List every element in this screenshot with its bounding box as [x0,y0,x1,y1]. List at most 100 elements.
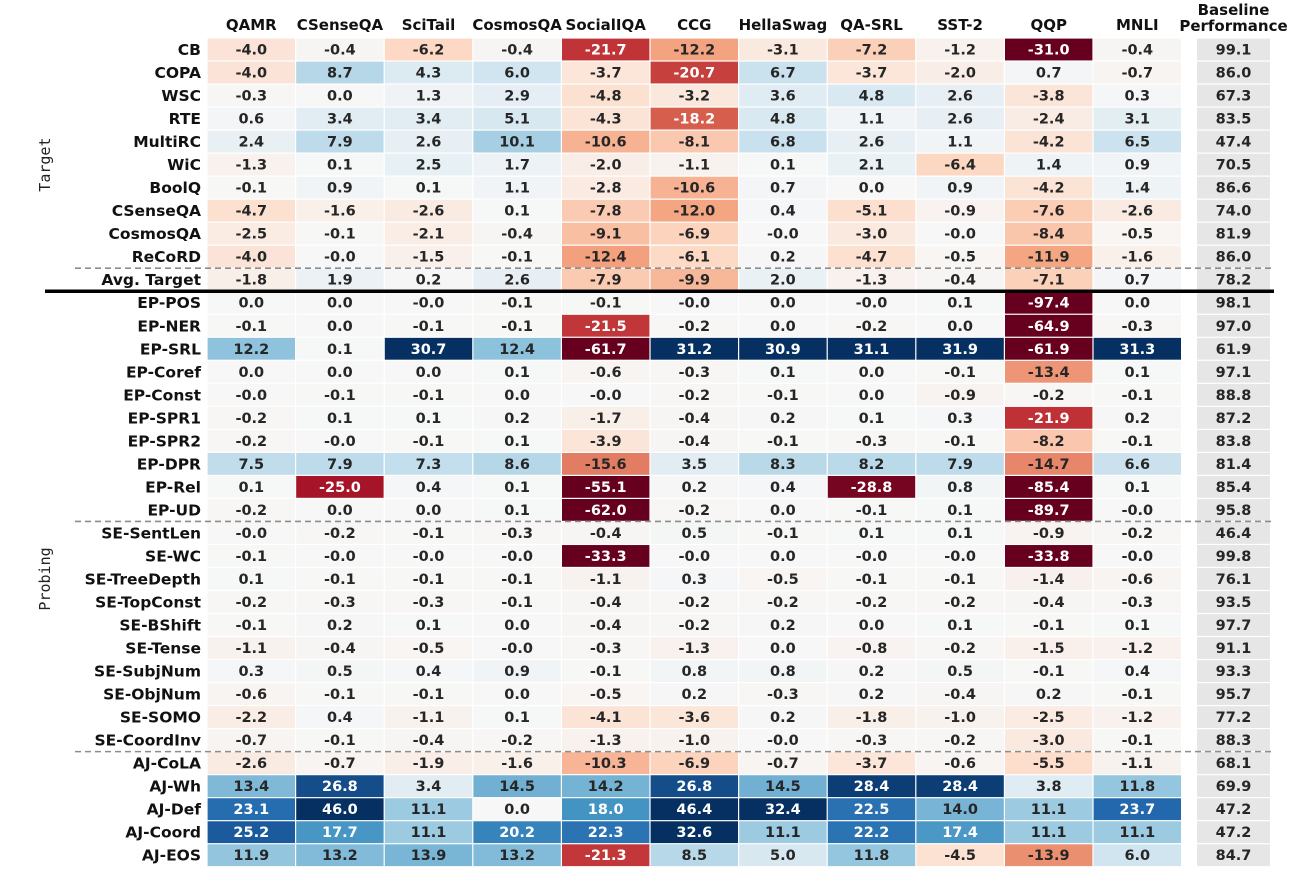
row-label: SE-SOMO [120,709,201,727]
heatmap-cell [473,706,561,728]
heatmap-cell [1093,729,1181,752]
baseline-value: 47.2 [1216,802,1252,818]
baseline-cell [1197,337,1270,360]
cell-value: -0.1 [767,388,799,404]
cell-value: -0.1 [1121,733,1153,749]
heatmap-cell [207,752,295,775]
heatmap-cell [296,844,384,867]
heatmap-cell [296,452,384,475]
cell-value: 11.1 [765,825,801,841]
heatmap-cell [384,176,473,199]
cell-value: 0.0 [327,319,353,335]
heatmap-cell [207,38,295,61]
heatmap-cell [384,360,473,383]
cell-value: 0.4 [416,664,442,680]
cell-value: 0.1 [504,480,530,496]
heatmap-cell [827,176,916,199]
cell-value: 0.2 [327,618,353,634]
row-label: EP-POS [137,294,201,312]
heatmap-cell [1005,660,1093,682]
cell-value: 14.0 [942,802,978,818]
heatmap-cell [296,61,384,84]
heatmap-cell [739,130,827,153]
heatmap-cell [207,383,295,406]
baseline-value: 98.1 [1216,296,1252,312]
heatmap-cell [916,522,1004,544]
cell-value: 0.2 [681,687,707,703]
cell-value: -0.3 [501,526,533,542]
cell-value: 4.8 [859,89,885,105]
cell-value: -0.2 [235,595,267,611]
cell-value: 0.0 [1124,296,1150,312]
baseline-cell [1197,314,1270,337]
cell-value: -1.0 [944,710,976,726]
cell-value: -0.1 [501,572,533,588]
cell-value: 3.1 [1124,112,1150,128]
heatmap-cell [1093,268,1181,291]
row-label: SE-SubjNum [94,663,201,681]
heatmap-cell [207,107,295,130]
heatmap-cell [916,291,1004,314]
cell-value: -1.1 [413,710,445,726]
heatmap-cell [1093,614,1181,636]
cell-value: -0.0 [678,549,710,565]
heatmap-cell [916,798,1004,821]
cell-value: -1.5 [1033,641,1065,657]
heatmap-cell [384,844,473,867]
heatmap-cell [296,314,384,337]
heatmap-cell [473,429,561,452]
cell-value: -0.1 [1121,434,1153,450]
heatmap-cell [827,614,916,636]
cell-value: 11.1 [1031,802,1067,818]
column-header: MNLI [1116,16,1159,34]
cell-value: -1.2 [944,43,976,59]
cell-value: -0.4 [678,434,710,450]
cell-value: -0.1 [413,319,445,335]
heatmap-cell [562,475,650,498]
heatmap-cell [1005,314,1093,337]
row-label: EP-NER [137,317,201,335]
cell-value: 2.1 [859,158,885,174]
heatmap-cell [473,360,561,383]
cell-value: 1.4 [1036,158,1062,174]
cell-value: -13.9 [1028,848,1070,864]
cell-value: 2.6 [947,89,973,105]
cell-value: 0.0 [859,618,885,634]
baseline-cell [1197,844,1270,867]
heatmap-cell [562,591,650,613]
heatmap-cell [296,522,384,544]
baseline-value: 86.6 [1216,181,1252,197]
cell-value: -21.3 [585,848,627,864]
cell-value: -1.9 [413,756,445,772]
row-label: EP-SRL [140,340,201,358]
cell-value: 13.2 [499,848,535,864]
cell-value: 25.2 [233,825,269,841]
cell-value: 5.0 [770,848,796,864]
cell-value: -31.0 [1028,43,1070,59]
cell-value: -3.7 [856,756,888,772]
heatmap-cell [1005,360,1093,383]
cell-value: 0.3 [947,411,973,427]
cell-value: -0.3 [413,595,445,611]
heatmap-cell [207,429,295,452]
baseline-value: 68.1 [1216,756,1252,772]
heatmap-cell [384,706,473,728]
heatmap-cell [473,499,561,521]
cell-value: -0.1 [413,434,445,450]
heatmap-cell [1093,706,1181,728]
cell-value: -1.3 [590,733,622,749]
heatmap-cell [296,38,384,61]
cell-value: -12.0 [673,204,715,220]
heatmap-cell [739,660,827,682]
heatmap-cell [562,798,650,821]
cell-value: -0.1 [235,181,267,197]
cell-value: -33.8 [1028,549,1070,565]
heatmap-cell [296,475,384,498]
baseline-cell [1197,545,1270,567]
cell-value: 0.5 [947,664,973,680]
cell-value: -3.1 [767,43,799,59]
baseline-cell [1197,130,1270,153]
cell-value: -0.3 [856,434,888,450]
column-header: QQP [1030,16,1067,34]
heatmap-cell [562,545,650,567]
